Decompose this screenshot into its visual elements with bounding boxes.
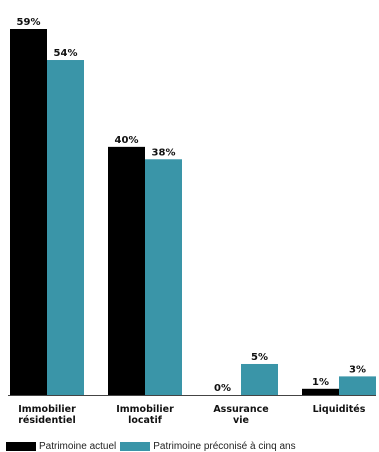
value-label-actuel-1: 40%: [115, 135, 139, 146]
legend-item-patrimoine-actuel: Patrimoine actuel: [6, 441, 116, 452]
category-label-1-1: locatif: [128, 415, 163, 426]
legend: Patrimoine actuel Patrimoine préconisé à…: [6, 440, 300, 452]
bar-preconise-2: [241, 363, 278, 395]
value-label-actuel-3: 1%: [312, 377, 329, 388]
bar-chart: 59%54%Immobilierrésidentiel40%38%Immobil…: [8, 17, 376, 426]
value-label-actuel-2: 0%: [214, 383, 231, 394]
bar-preconise-1: [145, 159, 182, 395]
category-label-0-0: Immobilier: [18, 404, 76, 415]
legend-swatch-patrimoine-preconise: [120, 441, 151, 451]
bar-actuel-0: [10, 29, 47, 395]
legend-item-patrimoine-preconise: Patrimoine préconisé à cinq ans: [120, 440, 296, 452]
bar-actuel-1: [108, 146, 145, 395]
value-label-actuel-0: 59%: [17, 17, 41, 28]
value-label-preconise-0: 54%: [54, 48, 78, 59]
bar-preconise-0: [47, 60, 84, 396]
bar-preconise-3: [339, 376, 376, 395]
category-label-2-1: vie: [233, 415, 249, 426]
value-label-preconise-3: 3%: [349, 364, 366, 375]
bar-actuel-3: [302, 388, 339, 395]
value-label-preconise-2: 5%: [251, 352, 268, 363]
legend-label-patrimoine-preconise: Patrimoine préconisé à cinq ans: [153, 440, 296, 452]
category-label-2-0: Assurance: [213, 404, 268, 415]
value-label-preconise-1: 38%: [152, 147, 176, 158]
category-label-0-1: résidentiel: [18, 415, 76, 426]
legend-label-patrimoine-actuel: Patrimoine actuel: [39, 440, 117, 452]
category-label-3-0: Liquidités: [313, 404, 366, 415]
legend-swatch-patrimoine-actuel: [6, 441, 36, 451]
category-label-1-0: Immobilier: [116, 404, 174, 415]
